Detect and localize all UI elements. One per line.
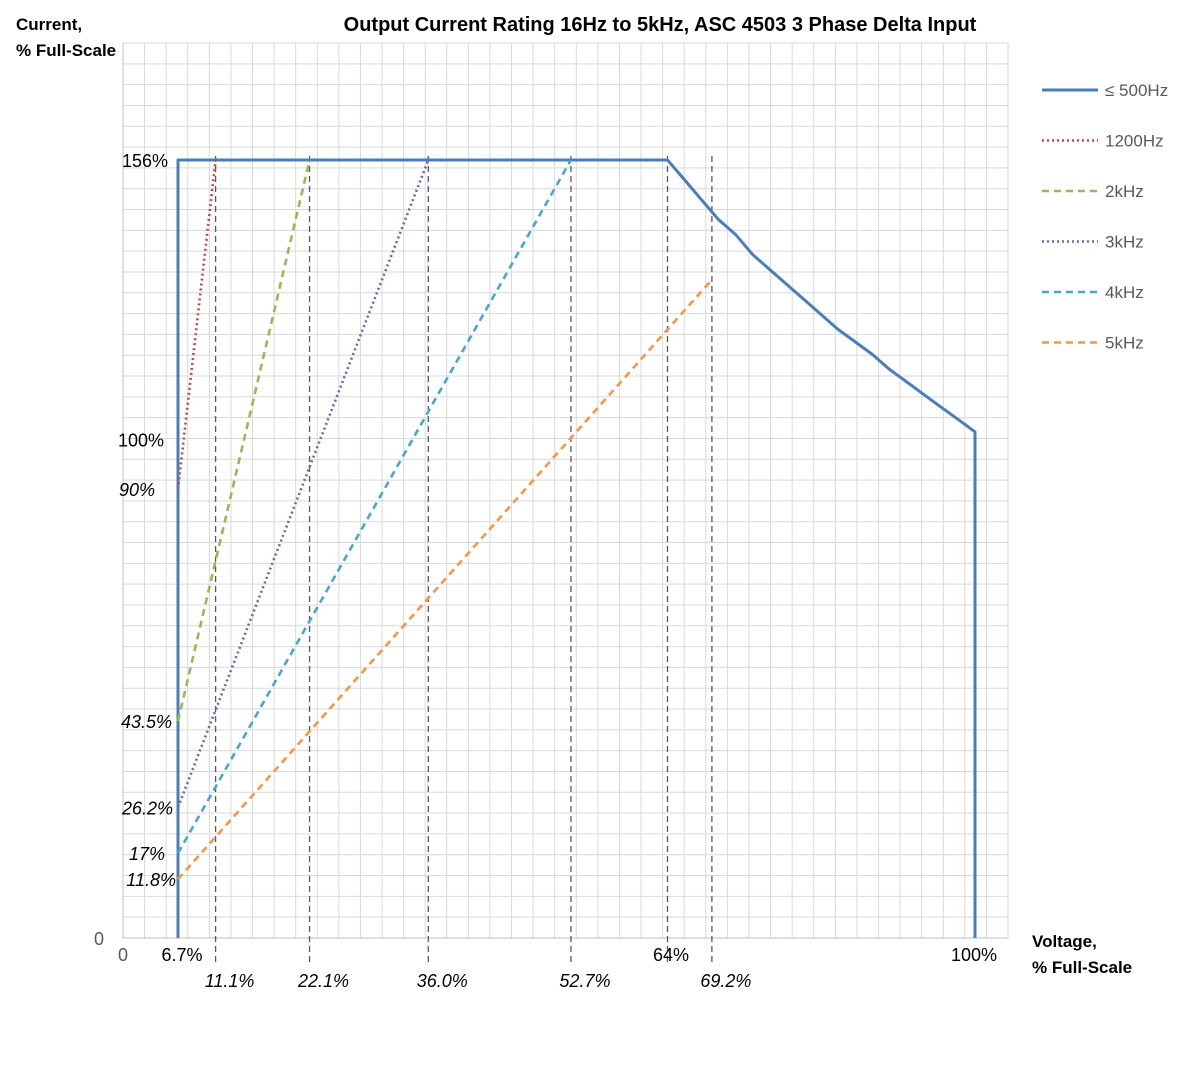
y-tick-label: 100% [118,430,164,450]
y-axis-label-line-2: % Full-Scale [16,41,116,60]
series-layer [176,158,977,938]
series-line-4 [176,159,573,854]
y-tick-label: 11.8% [126,870,176,890]
legend-label: 1200Hz [1105,132,1164,151]
legend-label: 2kHz [1105,182,1144,201]
y-tick-label: 26.2% [121,798,173,818]
tick-labels: 156% 100% 90% 43.5% 26.2% 17% 11.8% 00 6.7% 64% 10… [94,151,997,991]
series-line-3 [176,159,430,808]
y-tick-label: 90% [119,480,155,500]
legend-entry: 3kHz [1042,233,1144,252]
legend-label: 4kHz [1105,283,1144,302]
reference-lines [214,156,713,962]
x-tick-label: 64% [653,945,689,965]
grid-layer [122,42,1009,939]
series-line-5 [177,278,713,881]
legend-entry: 5kHz [1042,334,1144,353]
legend-entry: 1200Hz [1042,132,1164,151]
y-tick-label: 17% [129,844,165,864]
legend-label: 3kHz [1105,233,1144,252]
x-tick-label: 69.2% [700,971,751,991]
series-line-2 [176,159,311,722]
plot-area [122,42,1009,939]
legend: ≤ 500Hz 1200Hz 2kHz 3kHz 4kHz 5kHz [1042,81,1168,353]
legend-entry: 2kHz [1042,182,1144,201]
x-tick-label: 36.0% [417,971,468,991]
x-tick-label: 100% [951,945,997,965]
x-tick-label: 52.7% [559,971,610,991]
series-line-1 [176,159,217,490]
y-tick-label: 156% [122,151,168,171]
legend-entry: 4kHz [1042,283,1144,302]
x-tick-label: 0 [118,945,128,965]
x-tick-label: 22.1% [297,971,349,991]
legend-label: 5kHz [1105,334,1144,353]
series-line-0 [176,158,977,938]
y-tick-label: 0 [94,929,104,949]
legend-label: ≤ 500Hz [1105,81,1168,100]
legend-entry: ≤ 500Hz [1042,81,1168,100]
y-axis-label-line-1: Current, [16,15,82,34]
x-tick-label: 6.7% [161,945,202,965]
y-tick-label: 43.5% [121,712,172,732]
x-axis-label-line-1: Voltage, [1032,932,1097,951]
chart-title: Output Current Rating 16Hz to 5kHz, ASC … [344,14,977,36]
x-axis-label-line-2: % Full-Scale [1032,958,1132,977]
x-tick-label: 11.1% [205,971,255,991]
